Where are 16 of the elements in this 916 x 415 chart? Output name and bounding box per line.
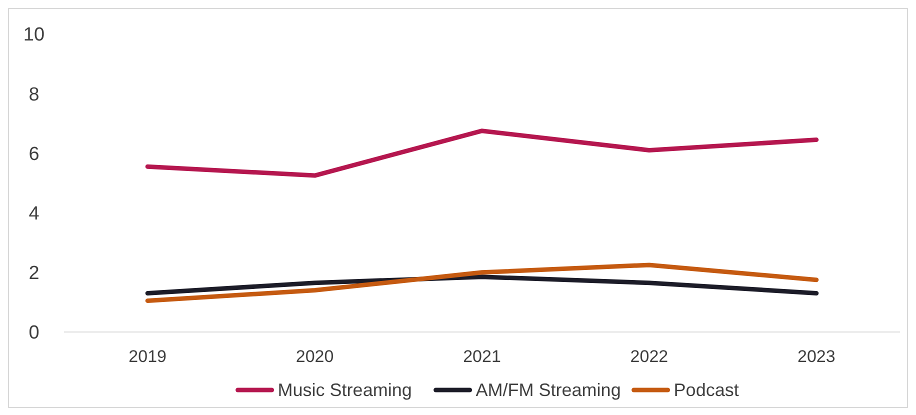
x-tick-label: 2020 <box>296 347 334 366</box>
y-tick-label: 4 <box>28 203 40 224</box>
x-tick-label: 2021 <box>463 347 501 366</box>
y-tick-label: 2 <box>28 263 40 284</box>
y-tick-label: 0 <box>28 322 40 344</box>
y-tick-label: 6 <box>28 144 40 165</box>
legend-label: Podcast <box>674 380 739 400</box>
y-tick-label: 10 <box>23 24 45 46</box>
x-tick-label: 2019 <box>128 347 167 366</box>
y-tick-label: 8 <box>28 84 40 106</box>
line-series <box>145 128 819 178</box>
legend-label: AM/FM Streaming <box>476 380 621 400</box>
legend-label: Music Streaming <box>278 380 412 400</box>
x-tick-label: 2022 <box>630 347 668 366</box>
line-series <box>145 262 819 303</box>
x-tick-label: 2023 <box>797 347 836 366</box>
